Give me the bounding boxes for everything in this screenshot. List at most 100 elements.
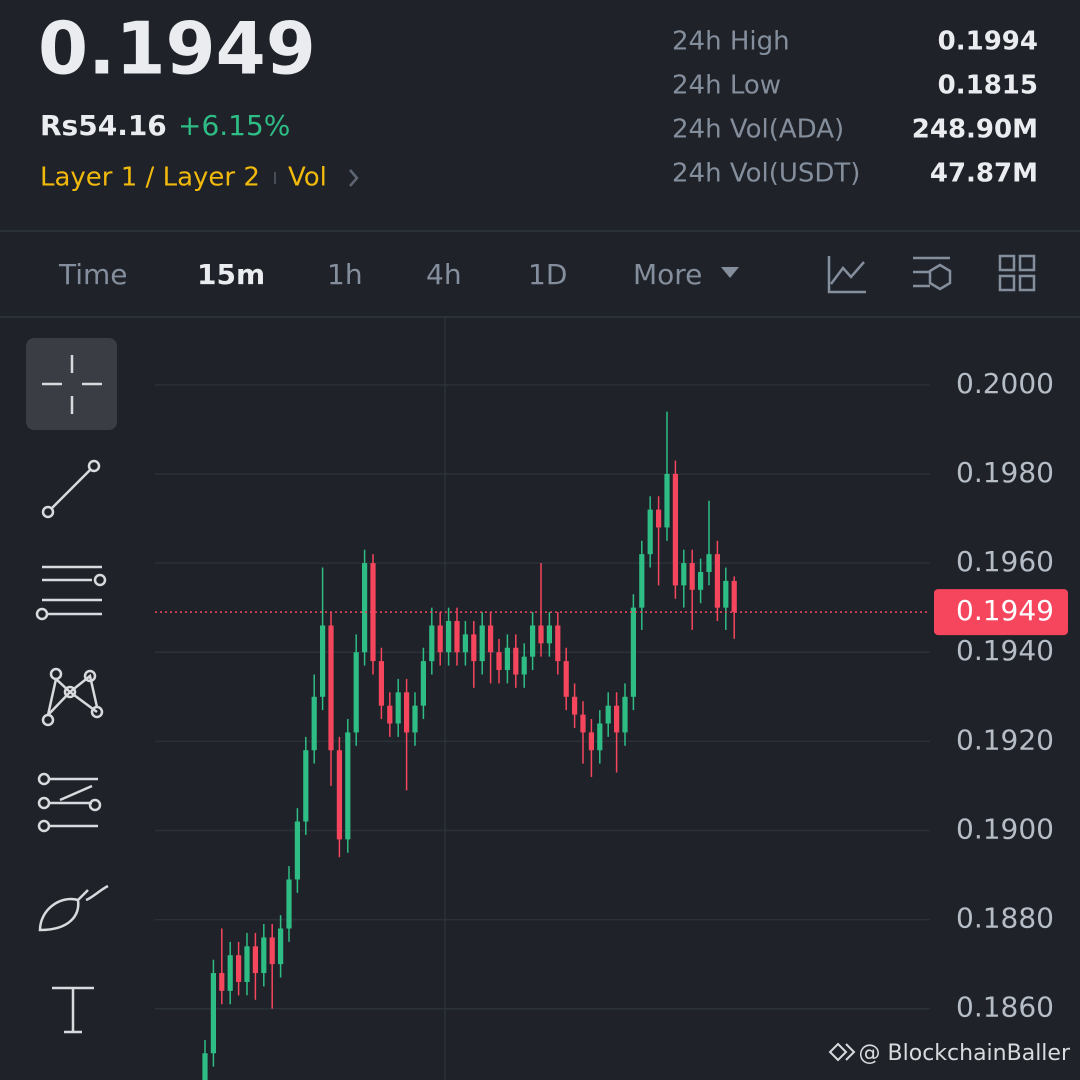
candle-body: [664, 473, 670, 528]
dropdown-icon: [721, 267, 739, 278]
y-tick-label: 0.1920: [956, 723, 1054, 756]
tab[interactable]: 4h: [426, 258, 462, 291]
chevron: [349, 169, 359, 187]
stat-value: 248.90M: [912, 115, 1038, 145]
candle-body: [219, 973, 225, 991]
candle-body: [353, 652, 359, 733]
candle-body: [530, 625, 536, 657]
y-tick-label: 0.1980: [956, 456, 1054, 489]
candle-body: [689, 563, 695, 590]
candle-body: [714, 554, 720, 608]
candle-body: [261, 937, 267, 974]
candle-body: [656, 509, 662, 528]
candle-body: [639, 554, 645, 608]
candle-body: [202, 1053, 208, 1080]
candle-body: [462, 634, 468, 653]
candle-body: [294, 821, 300, 880]
candle-body: [404, 692, 410, 733]
candle-body: [387, 705, 393, 724]
tab[interactable]: More: [633, 258, 702, 291]
candle-body: [630, 607, 636, 697]
candle-body: [210, 973, 216, 1054]
candle-body: [378, 661, 384, 706]
stat-value: 0.1994: [938, 27, 1038, 57]
tab[interactable]: Time: [58, 258, 128, 291]
candle-body: [395, 692, 401, 724]
stat-label: 24h Vol(ADA): [672, 115, 844, 145]
candle-body: [412, 705, 418, 733]
candle-body: [580, 714, 586, 733]
candle-body: [244, 946, 250, 982]
candle-body: [597, 723, 603, 751]
candle-body: [454, 621, 460, 653]
last-price-tag: [934, 589, 1068, 636]
candle-body: [698, 572, 704, 590]
candle-body: [614, 705, 620, 733]
candle-body: [588, 732, 594, 751]
candle-body: [706, 554, 712, 572]
tab[interactable]: 15m: [197, 258, 265, 291]
candle-body: [672, 473, 678, 586]
candle-body: [446, 621, 452, 653]
candle-body: [605, 705, 611, 724]
tab[interactable]: 1h: [327, 258, 363, 291]
stats: 24h High 0.1994 24h Low 0.1815 24h Vol(ADA) 2…: [672, 27, 1038, 189]
tab[interactable]: 1D: [528, 258, 567, 291]
candle-body: [311, 696, 317, 751]
stat-value: 47.87M: [930, 159, 1038, 189]
candle-body: [370, 563, 376, 662]
y-tick-label: 0.1860: [956, 991, 1054, 1024]
candle-body: [320, 625, 326, 697]
y-tick-label: 0.1900: [956, 812, 1054, 845]
candle-body: [538, 625, 544, 644]
candle-body: [227, 955, 233, 991]
candle-body: [488, 625, 494, 653]
candle-body: [546, 625, 552, 644]
candle-body: [731, 580, 737, 613]
stat-label: 24h High: [672, 27, 790, 57]
candle-body: [504, 647, 510, 671]
change: +6.15%: [178, 109, 290, 142]
tag[interactable]: Layer 1 / Layer 2: [40, 163, 260, 193]
candle-body: [437, 625, 443, 653]
chart: 0.2000 0.1980 0.1960 0.1940 0.1920 0.1900 0.18…: [155, 367, 1068, 1080]
toolbar-icons[interactable]: [827, 254, 1036, 294]
candle-body: [681, 563, 687, 586]
candle-body: [572, 696, 578, 715]
candle-body: [496, 652, 502, 671]
candle-body: [471, 634, 477, 662]
candle-body: [236, 955, 242, 982]
stat-value: 0.1815: [938, 71, 1038, 101]
candle-body: [647, 509, 653, 555]
candle-body: [362, 563, 368, 653]
tool-selected[interactable]: [26, 338, 117, 430]
y-tick-label: 0.2000: [956, 367, 1054, 400]
candle-body: [513, 647, 519, 675]
candle-body: [345, 732, 351, 840]
y-tick-label: 0.1940: [956, 634, 1054, 667]
candle-body: [429, 625, 435, 662]
candle-body: [328, 625, 334, 751]
candle-body: [303, 750, 309, 822]
y-tick-label: 0.1960: [956, 545, 1054, 578]
candle-body: [521, 656, 527, 675]
candle-body: [336, 750, 342, 840]
fiat-price: Rs54.16: [40, 109, 167, 142]
y-tick-label: 0.1880: [956, 902, 1054, 935]
drawing-tools[interactable]: [35, 355, 109, 1034]
stat-label: 24h Low: [672, 71, 781, 101]
candle-body: [723, 580, 729, 608]
candle-body: [269, 937, 275, 965]
tag[interactable]: Vol: [288, 163, 327, 193]
watermark: @ BlockchainBaller: [859, 1041, 1071, 1066]
candle-body: [420, 661, 426, 706]
candle-body: [563, 661, 569, 697]
candle-body: [555, 625, 561, 662]
last-price-label: 0.1949: [956, 594, 1054, 627]
candle-body: [252, 946, 258, 974]
stat-label: 24h Vol(USDT): [672, 159, 860, 189]
candle-body: [479, 625, 485, 662]
